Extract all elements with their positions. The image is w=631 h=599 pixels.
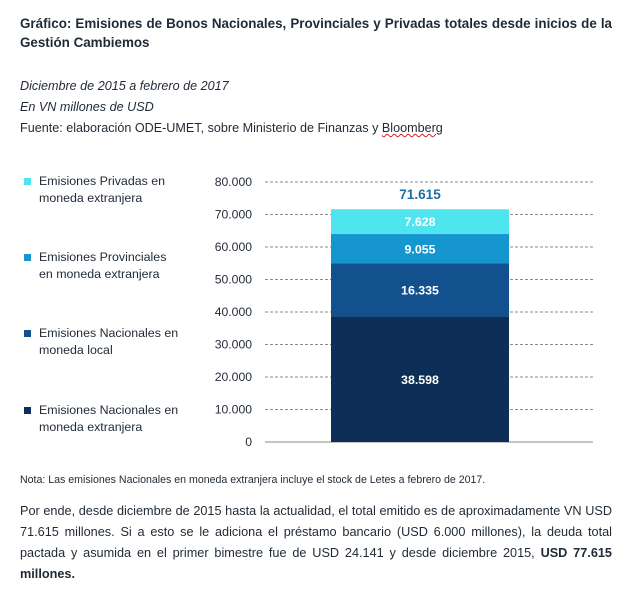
- legend-label-nacionales-local-2: moneda local: [39, 343, 113, 357]
- chart-units: En VN millones de USD: [20, 100, 154, 114]
- y-tick-label-4: 40.000: [215, 305, 252, 319]
- y-tick-label-1: 10.000: [215, 403, 252, 417]
- legend-label-provinciales-1: Emisiones Provinciales: [39, 250, 167, 264]
- legend-swatch-privadas: [24, 178, 31, 185]
- legend-label-nacionales-extranjera-1: Emisiones Nacionales en: [39, 403, 179, 417]
- paragraph-text: Por ende, desde diciembre de 2015 hasta …: [20, 504, 612, 560]
- y-tick-label-0: 0: [245, 435, 252, 449]
- legend-label-nacionales-extranjera-2: moneda extranjera: [39, 420, 143, 434]
- legend-swatch-nacionales-local: [24, 330, 31, 337]
- body-paragraph: Por ende, desde diciembre de 2015 hasta …: [20, 501, 612, 585]
- legend-label-provinciales-2: en moneda extranjera: [39, 267, 160, 281]
- paragraph-bold-end: USD 77.615 millones.: [20, 546, 612, 581]
- bar-segment-3: [331, 209, 509, 235]
- legend-swatch-provinciales: [24, 254, 31, 261]
- legend-swatch-nacionales-extranjera: [24, 407, 31, 414]
- legend-label-nacionales-local-1: Emisiones Nacionales en: [39, 326, 179, 340]
- bar-segment-0: [331, 316, 509, 442]
- bar-data-label-0: 38.598: [401, 373, 439, 387]
- bar-data-label-1: 16.335: [401, 284, 439, 298]
- source-bloomberg: Bloomberg: [381, 121, 443, 135]
- bar-total-label: 71.615: [399, 187, 441, 202]
- chart-title: Gráfico: Emisiones de Bonos Nacionales, …: [20, 16, 612, 50]
- legend-label-privadas-2: moneda extranjera: [39, 191, 143, 205]
- y-tick-label-5: 50.000: [215, 273, 252, 287]
- y-tick-label-3: 30.000: [215, 338, 252, 352]
- y-tick-label-2: 20.000: [215, 370, 252, 384]
- y-tick-label-7: 70.000: [215, 208, 252, 222]
- chart-period: Diciembre de 2015 a febrero de 2017: [20, 79, 229, 93]
- source-prefix: Fuente: elaboración ODE-UMET, sobre Mini…: [20, 121, 382, 135]
- bar-segment-2: [331, 234, 509, 264]
- y-tick-label-8: 80.000: [215, 175, 252, 189]
- y-tick-label-6: 60.000: [215, 240, 252, 254]
- bar-segment-1: [331, 263, 509, 317]
- chart-note: Nota: Las emisiones Nacionales en moneda…: [20, 474, 486, 486]
- bar-data-label-3: 7.628: [404, 215, 435, 229]
- legend-label-privadas-1: Emisiones Privadas en: [39, 174, 166, 188]
- chart-source: Fuente: elaboración ODE-UMET, sobre Mini…: [20, 121, 443, 135]
- bar-data-label-2: 9.055: [404, 242, 435, 256]
